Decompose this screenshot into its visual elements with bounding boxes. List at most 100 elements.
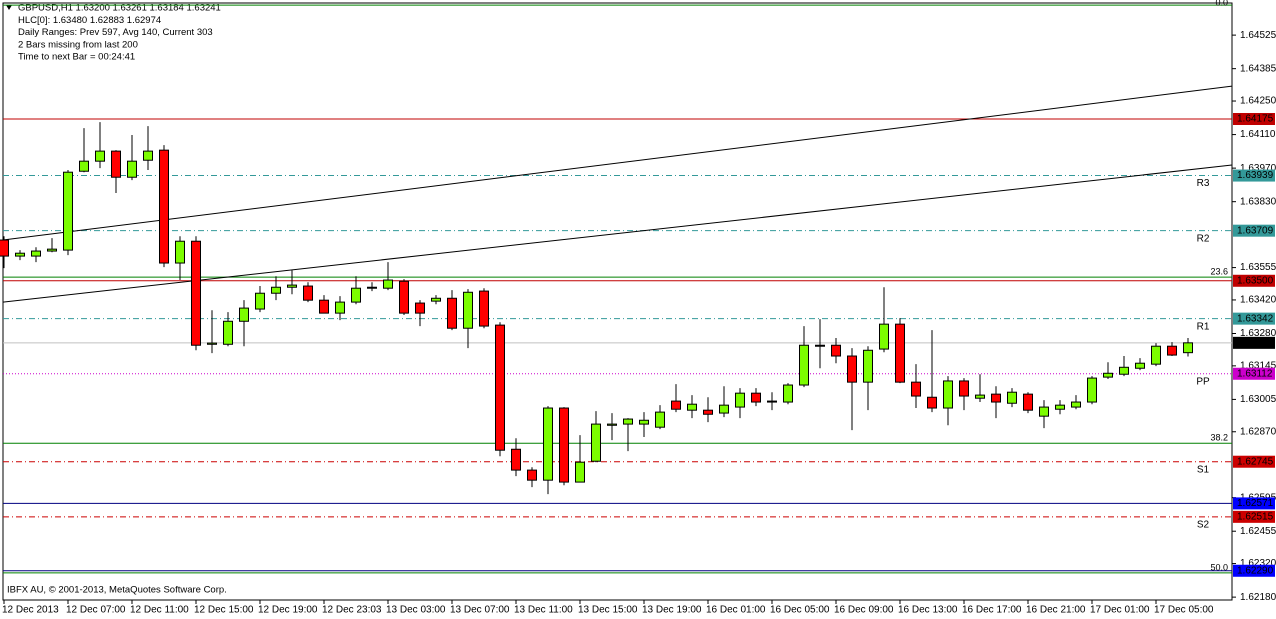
x-tick-label: 16 Dec 13:00 [898, 605, 958, 616]
candle-body [143, 150, 153, 161]
x-tick-label: 12 Dec 23:03 [322, 605, 382, 616]
candle-body [111, 150, 121, 178]
candle-body [271, 286, 281, 294]
x-tick-label: 16 Dec 09:00 [834, 605, 894, 616]
price-box [1233, 497, 1275, 510]
candle-body [527, 469, 537, 481]
candle-body [927, 396, 937, 409]
y-tick-label: 1.63830 [1240, 196, 1276, 207]
x-tick-label: 16 Dec 05:00 [770, 605, 830, 616]
y-tick-label: 1.63420 [1240, 295, 1276, 306]
candle-body [31, 250, 41, 257]
pivot-label: R3 [1197, 178, 1210, 189]
candle-body [79, 160, 89, 172]
candle-body [1087, 377, 1097, 403]
x-tick-label: 13 Dec 15:00 [578, 605, 638, 616]
candle-body [1007, 391, 1017, 404]
candle-body [1135, 362, 1145, 369]
x-tick-label: 13 Dec 03:00 [386, 605, 446, 616]
x-tick-label: 12 Dec 2013 [2, 605, 59, 616]
footer-text: IBFX AU, © 2001-2013, MetaQuotes Softwar… [7, 585, 227, 596]
candle-body [399, 280, 409, 314]
candle-body [831, 344, 841, 357]
candle-body [879, 323, 889, 350]
candle-body [95, 150, 105, 162]
price-box-label: 1.63500 [1237, 275, 1274, 286]
candle-body [751, 392, 761, 403]
price-box [1233, 510, 1275, 523]
fib-label: 38.2 [1210, 433, 1228, 443]
x-tick-label: 16 Dec 01:00 [706, 605, 766, 616]
price-box-label: 1.63241 [1237, 337, 1274, 348]
x-tick-label: 13 Dec 11:00 [514, 605, 573, 616]
header-text: 2 Bars missing from last 200 [18, 39, 138, 50]
candle-body [607, 423, 617, 426]
candle-body [975, 394, 985, 399]
candle-body [303, 285, 313, 301]
price-box-label: 1.63709 [1237, 225, 1274, 236]
y-tick-label: 1.63005 [1240, 394, 1276, 405]
candle-body [591, 423, 601, 462]
y-tick-label: 1.62870 [1240, 426, 1276, 437]
candle-body [0, 239, 9, 257]
price-box-label: 1.62745 [1237, 456, 1274, 467]
price-box [1233, 169, 1275, 182]
candle-body [479, 290, 489, 327]
candle-body [639, 419, 649, 425]
price-box [1233, 112, 1275, 125]
y-tick-label: 1.63970 [1240, 163, 1276, 174]
candle-body [223, 320, 233, 345]
candle-body [687, 403, 697, 411]
x-tick-label: 12 Dec 19:00 [258, 605, 318, 616]
candle-body [351, 287, 361, 303]
candle-body [863, 349, 873, 383]
price-box-label: 1.64175 [1237, 114, 1274, 125]
candle-body [543, 407, 553, 481]
y-tick-label: 1.62180 [1240, 592, 1276, 603]
candle-body [559, 407, 569, 483]
x-tick-label: 13 Dec 19:00 [642, 605, 702, 616]
candle-body [1055, 404, 1065, 410]
candle-body [959, 380, 969, 397]
candle-body [127, 160, 137, 178]
candle-body [1023, 393, 1033, 411]
candle-body [1119, 366, 1129, 375]
trendline [2, 85, 1233, 241]
menu-triangle[interactable] [6, 5, 12, 10]
pivot-label: S2 [1197, 519, 1210, 530]
x-tick-label: 12 Dec 15:00 [194, 605, 254, 616]
price-box [1233, 367, 1275, 380]
x-tick-label: 17 Dec 01:00 [1090, 605, 1150, 616]
candle-body [207, 342, 217, 345]
candle-body [671, 400, 681, 410]
fib-label: 23.6 [1210, 267, 1228, 277]
y-tick-label: 1.62320 [1240, 558, 1276, 569]
price-box [1233, 564, 1275, 577]
candle-body [767, 400, 777, 403]
candle-body [383, 279, 393, 289]
candle-body [799, 344, 809, 386]
candle-body [575, 461, 585, 483]
price-box [1233, 455, 1275, 468]
x-tick-label: 12 Dec 07:00 [66, 605, 126, 616]
y-tick-label: 1.63280 [1240, 328, 1276, 339]
candle-body [815, 344, 825, 347]
candle-body [431, 297, 441, 302]
candle-body [63, 171, 73, 251]
y-tick-label: 1.63145 [1240, 360, 1276, 371]
plot-frame [2, 2, 1233, 601]
candle-body [991, 393, 1001, 403]
candle-body [847, 355, 857, 383]
fib-label: 0.0 [1215, 0, 1228, 7]
pivot-label: R2 [1197, 233, 1210, 244]
candle-body [1039, 406, 1049, 417]
header-text: GBPUSD,H1 1.63200 1.63261 1.63184 1.6324… [18, 3, 221, 14]
x-tick-label: 16 Dec 17:00 [962, 605, 1022, 616]
price-box-label: 1.62571 [1237, 498, 1274, 509]
price-box-label: 1.62290 [1237, 565, 1274, 576]
candle-body [943, 380, 953, 409]
pivot-label: R1 [1197, 321, 1210, 332]
candle-body [735, 392, 745, 408]
